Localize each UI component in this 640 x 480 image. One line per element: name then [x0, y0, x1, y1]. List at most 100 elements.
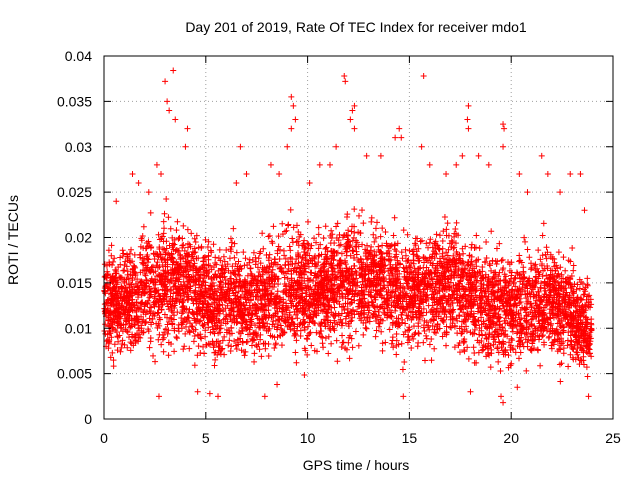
data-point — [484, 345, 491, 352]
data-point — [454, 317, 461, 324]
data-point — [285, 222, 292, 229]
data-point — [184, 296, 191, 303]
data-point — [158, 281, 165, 288]
data-point — [411, 240, 418, 247]
data-point — [528, 320, 535, 327]
data-point — [479, 344, 486, 351]
data-point — [387, 292, 394, 299]
data-point — [399, 366, 406, 373]
data-point — [377, 282, 384, 289]
data-point — [578, 279, 585, 286]
data-point — [239, 338, 246, 345]
data-point — [188, 230, 195, 237]
data-point — [162, 326, 169, 333]
data-point — [466, 252, 473, 259]
data-point — [507, 301, 514, 308]
data-point — [448, 324, 455, 331]
data-point — [391, 254, 398, 261]
data-points — [101, 67, 595, 406]
data-point — [348, 317, 355, 324]
data-point — [236, 265, 243, 272]
data-point — [482, 292, 489, 299]
data-point — [132, 307, 139, 314]
data-point — [560, 283, 567, 290]
data-point — [302, 268, 309, 275]
data-point — [320, 301, 327, 308]
data-point — [377, 316, 384, 323]
data-point — [140, 260, 147, 267]
data-point — [516, 258, 523, 265]
data-point — [431, 299, 438, 306]
data-point — [322, 251, 329, 258]
data-point — [532, 274, 539, 281]
data-point — [487, 262, 494, 269]
data-point — [293, 222, 300, 229]
data-point — [186, 251, 193, 258]
data-point — [399, 288, 406, 295]
data-point — [426, 239, 433, 246]
data-point — [301, 318, 308, 325]
data-point — [272, 293, 279, 300]
data-point — [564, 342, 571, 349]
data-point — [528, 260, 535, 267]
data-point — [473, 257, 480, 264]
data-point — [247, 322, 254, 329]
data-point — [294, 323, 301, 330]
data-point — [436, 246, 443, 253]
data-point — [177, 252, 184, 259]
data-point — [570, 290, 577, 297]
data-point — [351, 229, 358, 236]
data-point — [214, 303, 221, 310]
data-point — [308, 242, 315, 249]
data-point — [217, 257, 224, 264]
data-point — [464, 262, 471, 269]
data-point — [165, 318, 172, 325]
data-point — [271, 276, 278, 283]
data-point — [294, 264, 301, 271]
data-point — [553, 326, 560, 333]
data-point — [471, 278, 478, 285]
data-point — [580, 329, 587, 336]
data-point — [124, 300, 130, 307]
data-point — [402, 246, 409, 253]
data-point — [191, 332, 198, 339]
data-point — [423, 332, 430, 339]
data-point — [353, 243, 360, 250]
data-point — [410, 335, 417, 342]
data-point — [159, 261, 166, 268]
data-point — [228, 248, 235, 255]
data-point — [338, 343, 345, 350]
data-point — [540, 327, 547, 334]
data-point — [204, 244, 211, 251]
data-point — [302, 263, 309, 270]
data-point — [372, 235, 379, 242]
data-point — [307, 329, 314, 336]
data-point — [210, 326, 217, 333]
data-point — [558, 271, 565, 278]
data-point — [195, 266, 202, 273]
data-point — [238, 324, 245, 331]
data-point — [316, 330, 323, 337]
data-point — [423, 298, 430, 305]
data-point — [168, 307, 175, 314]
data-point — [327, 240, 334, 247]
data-point — [337, 257, 344, 264]
data-point — [485, 287, 492, 294]
data-point — [197, 298, 204, 305]
data-point — [141, 319, 148, 326]
data-point — [557, 285, 564, 292]
data-point — [515, 355, 522, 362]
data-point — [435, 245, 442, 252]
data-point — [502, 273, 509, 280]
data-point — [565, 363, 572, 370]
data-point — [242, 278, 249, 285]
data-point — [313, 348, 320, 355]
data-point — [392, 264, 399, 271]
data-point — [404, 276, 411, 283]
data-point — [231, 280, 238, 287]
data-point — [171, 327, 178, 334]
data-point — [388, 265, 395, 272]
data-point — [577, 297, 584, 304]
data-point — [180, 285, 187, 292]
data-point — [213, 319, 220, 326]
